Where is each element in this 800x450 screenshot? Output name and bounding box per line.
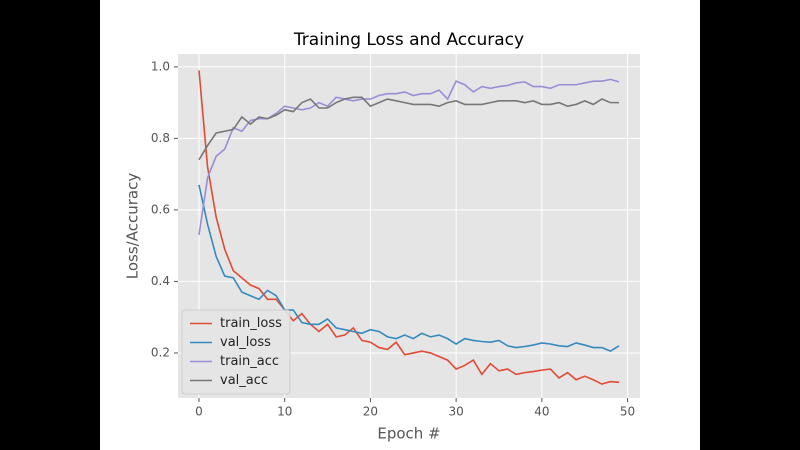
legend-label: val_loss: [220, 335, 271, 350]
x-tick-label: 30: [449, 405, 464, 419]
y-tick-label: 0.2: [151, 345, 170, 359]
y-tick-label: 1.0: [151, 59, 170, 73]
x-axis-label: Epoch #: [377, 425, 440, 443]
line-series: [198, 96, 619, 161]
legend: train_loss val_loss train_acc val_acc: [181, 309, 291, 395]
legend-label: train_loss: [220, 316, 282, 331]
legend-label: val_acc: [220, 373, 268, 388]
line-series: [198, 70, 620, 385]
x-tick-label: 10: [277, 405, 292, 419]
x-tick-label: 0: [195, 405, 203, 419]
chart-title: Training Loss and Accuracy: [293, 30, 524, 50]
lines: [198, 70, 620, 385]
legend-box: [181, 309, 291, 395]
x-tick-label: 40: [534, 405, 549, 419]
x-tick-label: 50: [620, 405, 635, 419]
legend-label: train_acc: [220, 354, 279, 369]
x-tick-label: 20: [363, 405, 378, 419]
line-series: [198, 184, 620, 353]
y-tick-label: 0.4: [151, 274, 170, 288]
y-tick-label: 0.6: [151, 202, 170, 216]
y-axis-label: Loss/Accuracy: [124, 173, 142, 280]
y-tick-label: 0.8: [151, 131, 170, 145]
